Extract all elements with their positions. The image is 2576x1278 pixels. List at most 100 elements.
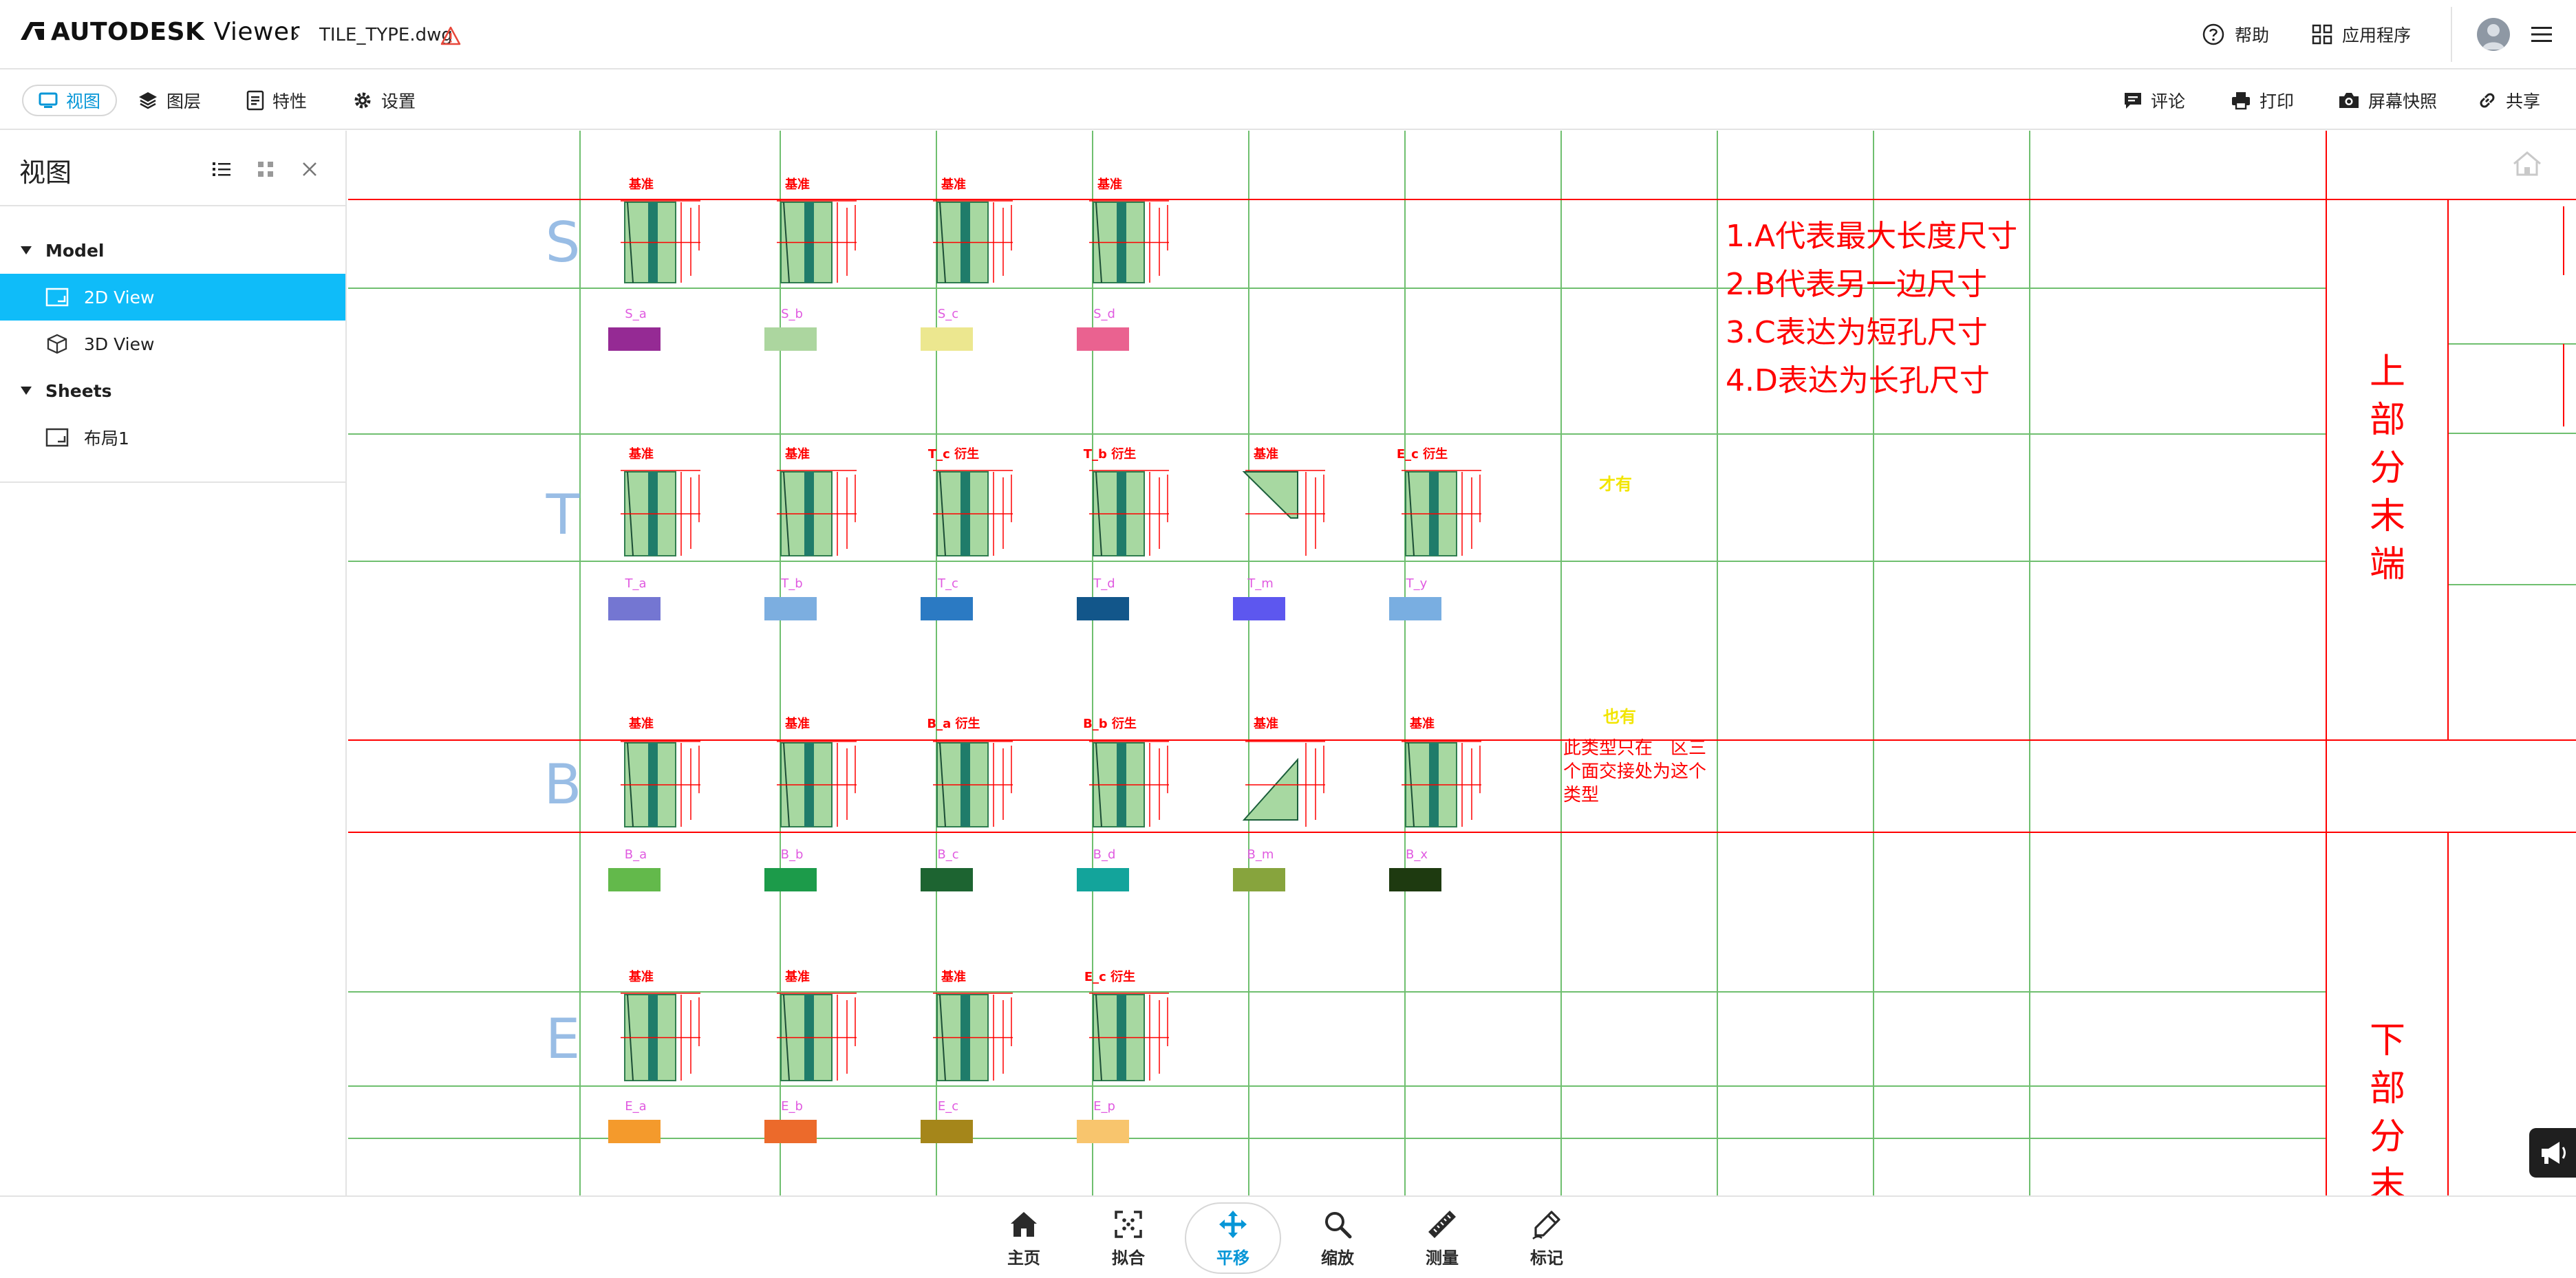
tile-cell: T_c 衍生 T_c bbox=[921, 446, 1013, 620]
tile-header: 基准 bbox=[784, 446, 810, 462]
file-name[interactable]: TILE_TYPE.dwg bbox=[319, 25, 453, 45]
brand-title: AUTODESK Viewer bbox=[51, 18, 300, 46]
tile-header: B_a 衍生 bbox=[927, 716, 980, 731]
tile-label: S_d bbox=[1093, 307, 1115, 321]
legend-note: 4.D表达为长孔尺寸 bbox=[1726, 363, 1990, 398]
zoom-tool-label: 缩放 bbox=[1321, 1248, 1354, 1268]
help-icon bbox=[2202, 23, 2224, 45]
upper-title-char: 端 bbox=[2370, 544, 2405, 585]
tile-header: E_c 衍生 bbox=[1397, 446, 1448, 462]
tile-color-swatch bbox=[608, 1120, 661, 1143]
tile-label: E_c bbox=[938, 1099, 958, 1114]
fit-tool-button[interactable]: 拟合 bbox=[1087, 1202, 1170, 1274]
tree-item-2d-view[interactable]: 2D View bbox=[0, 274, 345, 321]
sheet-icon bbox=[45, 428, 69, 447]
tab-settings[interactable]: 设置 bbox=[352, 85, 416, 116]
legend-note: 3.C表达为短孔尺寸 bbox=[1726, 315, 1988, 350]
tile-color-swatch bbox=[608, 597, 661, 620]
tab-properties[interactable]: 特性 bbox=[246, 85, 307, 116]
magnifier-icon bbox=[1325, 1211, 1352, 1238]
panel-title: 视图 bbox=[19, 158, 72, 188]
ruler-icon bbox=[1428, 1210, 1456, 1238]
tile-cell: 基准 T_a bbox=[608, 446, 700, 620]
hamburger-menu-icon[interactable] bbox=[2529, 22, 2554, 47]
tile-cell: 基准 E_b bbox=[764, 969, 857, 1143]
viewcube-home-icon[interactable] bbox=[2511, 150, 2543, 177]
tree-group-model[interactable]: Model bbox=[0, 227, 345, 274]
red-note-line: 个面交接处为这个 bbox=[1563, 761, 1706, 782]
close-icon[interactable] bbox=[299, 158, 321, 180]
measure-tool-button[interactable]: 测量 bbox=[1401, 1202, 1483, 1274]
list-view-icon[interactable] bbox=[211, 158, 233, 180]
tree-item-label: 3D View bbox=[84, 334, 155, 354]
tab-layers[interactable]: 图层 bbox=[138, 85, 201, 116]
tile-cell: E_c 衍生 T_y bbox=[1389, 446, 1481, 620]
share-button[interactable]: 共享 bbox=[2477, 85, 2540, 116]
tile-label: T_b bbox=[780, 576, 802, 591]
tile-color-swatch bbox=[764, 327, 817, 351]
3d-cube-icon bbox=[47, 334, 67, 354]
tile-label: T_a bbox=[624, 576, 646, 591]
tile-cell: 基准 B_m bbox=[1233, 716, 1325, 891]
expand-caret-icon[interactable] bbox=[21, 246, 32, 254]
tile-label: E_a bbox=[625, 1099, 646, 1114]
2d-view-icon bbox=[45, 288, 69, 307]
tile-color-swatch bbox=[764, 597, 817, 620]
app-header: AUTODESK Viewer › TILE_TYPE.dwg 帮助 应用程序 bbox=[0, 0, 2576, 69]
warning-icon[interactable] bbox=[440, 26, 461, 45]
help-label: 帮助 bbox=[2235, 25, 2270, 45]
print-button[interactable]: 打印 bbox=[2231, 85, 2294, 116]
tile-header: 基准 bbox=[628, 716, 654, 731]
tree-item-layout1[interactable]: 布局1 bbox=[0, 414, 345, 461]
megaphone-icon bbox=[2542, 1142, 2566, 1164]
announcement-button[interactable] bbox=[2529, 1128, 2576, 1178]
cad-annotations: S T B E 1.A代表最大长度尺寸 2.B代表另一边尺寸 3.C表达为短孔尺寸 4.D表达… bbox=[544, 210, 2405, 1195]
screenshot-button[interactable]: 屏幕快照 bbox=[2338, 85, 2437, 116]
grid-view-icon[interactable] bbox=[255, 158, 277, 180]
expand-caret-icon[interactable] bbox=[21, 387, 32, 395]
tile-cell: 基准 S_b bbox=[764, 177, 857, 351]
tile-header: B_b 衍生 bbox=[1083, 716, 1137, 731]
help-button[interactable]: 帮助 bbox=[2202, 21, 2269, 48]
tree-group-label: Sheets bbox=[45, 380, 112, 401]
row-letter-E: E bbox=[546, 1007, 581, 1071]
tab-view[interactable]: 视图 bbox=[22, 85, 118, 116]
tile-header: 基准 bbox=[1253, 446, 1278, 462]
tile-shape bbox=[1242, 757, 1298, 821]
yellow-note: 才有 bbox=[1599, 475, 1632, 494]
layers-icon bbox=[139, 92, 157, 109]
panel-divider bbox=[0, 481, 345, 483]
user-icon bbox=[2482, 24, 2504, 50]
view-monitor-icon bbox=[39, 92, 58, 108]
apps-grid-icon bbox=[2312, 24, 2332, 45]
apps-button[interactable]: 应用程序 bbox=[2312, 21, 2411, 48]
tile-header: 基准 bbox=[784, 969, 810, 984]
tree-group-sheets[interactable]: Sheets bbox=[0, 367, 345, 414]
drawing-canvas[interactable]: 基准 S_a 基准 S_b 基准 S_c 基准 S_d 基准 T_a 基准 T_b T_c 衍生 T_c T… bbox=[348, 131, 2576, 1195]
user-avatar[interactable] bbox=[2477, 18, 2510, 51]
home-tool-button[interactable]: 主页 bbox=[983, 1202, 1065, 1274]
tile-color-swatch bbox=[1233, 868, 1285, 891]
tile-cell: 基准 S_c bbox=[921, 177, 1013, 351]
tab-view-label: 视图 bbox=[66, 91, 101, 111]
markup-tool-button[interactable]: 标记 bbox=[1505, 1202, 1588, 1274]
tile-cell: 基准 B_b bbox=[764, 716, 857, 891]
pen-markup-icon bbox=[1532, 1210, 1560, 1239]
pan-tool-button[interactable]: 平移 bbox=[1185, 1202, 1281, 1274]
tile-label: B_b bbox=[781, 847, 804, 862]
tree-item-3d-view[interactable]: 3D View bbox=[0, 321, 345, 367]
views-panel: 视图 Model 2D View 3D View Sheets bbox=[0, 131, 347, 1195]
lower-title-char: 下 bbox=[2370, 1020, 2405, 1061]
tile-header: 基准 bbox=[941, 177, 966, 192]
tile-header: 基准 bbox=[628, 177, 654, 192]
tile-label: S_b bbox=[781, 307, 803, 321]
tile-cell: 基准 S_d bbox=[1077, 177, 1169, 351]
tile-label: T_d bbox=[1093, 576, 1115, 591]
tile-cell: B_a 衍生 B_c bbox=[921, 716, 1013, 891]
tile-color-swatch bbox=[1233, 597, 1285, 620]
tile-label: T_c bbox=[937, 576, 958, 591]
zoom-tool-button[interactable]: 缩放 bbox=[1296, 1202, 1379, 1274]
tile-cell: 基准 T_b bbox=[764, 446, 857, 620]
comment-button[interactable]: 评论 bbox=[2123, 85, 2185, 116]
